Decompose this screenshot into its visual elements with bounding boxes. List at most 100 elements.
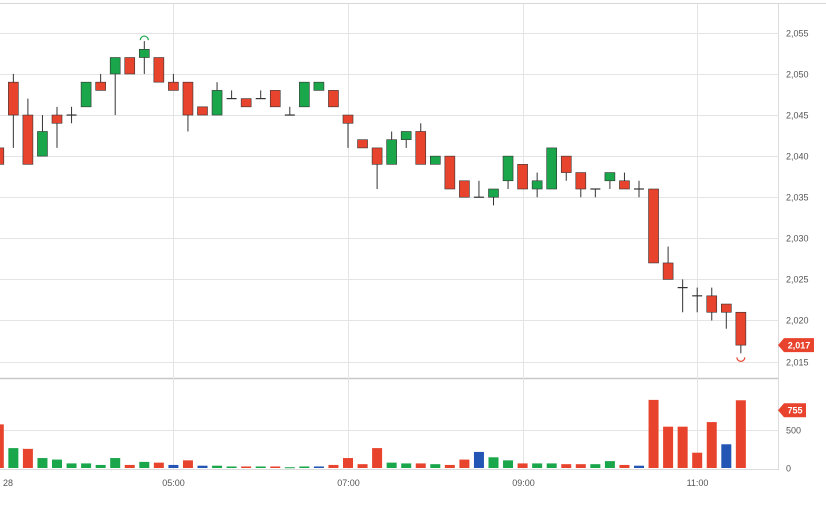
candle-body (517, 164, 528, 190)
volume-bar (473, 451, 484, 468)
candle-body (51, 114, 63, 124)
candle-body (342, 114, 354, 124)
volume-bar (590, 464, 601, 468)
candle-body (619, 180, 630, 190)
volume-bar (735, 400, 746, 468)
candle-body (662, 262, 674, 280)
candle-body (429, 155, 441, 165)
candle-body (0, 147, 5, 165)
volume-bar (575, 464, 586, 468)
volume-bar (255, 466, 266, 468)
candle-body (139, 49, 150, 58)
candle-body (299, 81, 310, 108)
price-tick-label: 2,040 (786, 152, 809, 162)
volume-bar (37, 458, 48, 468)
volume-bar (488, 457, 499, 468)
candle-body (444, 155, 456, 190)
candle-body (735, 311, 747, 346)
candle-body (604, 172, 616, 182)
volume-bar (503, 460, 514, 468)
volume-bar (401, 463, 412, 468)
volume-bar (110, 458, 121, 468)
candle-body (240, 98, 252, 108)
time-tick-label: Jun 28 (0, 478, 13, 488)
candle-body (153, 57, 165, 83)
candle-body (371, 147, 383, 165)
price-tick-label: 2,045 (786, 111, 809, 121)
volume-bar (415, 463, 426, 468)
candle-body (124, 57, 136, 75)
volume-bar (182, 460, 193, 468)
candle-body (706, 295, 718, 313)
axes: 2,015 2,020 2,025 2,030 2,035 2,040 2,045 2,050… (0, 29, 809, 489)
volume-bar (677, 426, 688, 468)
candle-body (182, 81, 194, 116)
candle-body (575, 172, 587, 190)
volume-bar (241, 466, 252, 468)
candle-body (415, 131, 427, 165)
volume-tick-label: 0 (786, 464, 791, 474)
candle-body (400, 131, 412, 140)
candle-body (386, 139, 397, 165)
volume-bar (8, 448, 19, 468)
volume-bar (546, 463, 557, 468)
price-tick-label: 2,050 (786, 70, 809, 80)
volume-bar (619, 464, 630, 468)
candle-body (37, 131, 48, 157)
volume-bar (212, 465, 223, 468)
candle-body (459, 180, 470, 198)
candles (0, 35, 747, 362)
volume-bar (66, 463, 77, 468)
last-price-badge-bg (778, 338, 814, 353)
candle-body (488, 188, 499, 198)
grid (0, 3, 826, 470)
candle-body (168, 81, 179, 91)
volume-bars (0, 399, 746, 469)
volume-bar (52, 459, 62, 468)
volume-bar (343, 458, 353, 468)
candle-body (720, 303, 732, 313)
price-tick-label: 2,025 (786, 275, 809, 285)
session-low-marker (736, 357, 746, 362)
volume-bar (663, 426, 674, 468)
volume-bar (634, 465, 644, 468)
volume-bar (517, 463, 528, 468)
volume-bar (706, 422, 717, 468)
candle-body (328, 90, 339, 108)
volume-bar (270, 466, 281, 468)
volume-bar (139, 461, 150, 468)
volume-bar (372, 448, 383, 468)
volume-bar (386, 462, 397, 468)
candle-body (502, 155, 514, 182)
last-volume-badge-text: 755 (787, 406, 802, 416)
volume-bar (313, 466, 324, 468)
volume-bar (95, 464, 106, 468)
volume-bar (284, 467, 295, 469)
price-tick-label: 2,015 (786, 358, 809, 368)
candle-body (80, 81, 92, 108)
candle-body (95, 81, 106, 91)
volume-bar (721, 444, 732, 468)
candle-body (22, 114, 34, 165)
price-tick-label: 2,020 (786, 316, 809, 326)
time-tick-label: 09:00 (512, 478, 535, 488)
candle-body (269, 90, 281, 108)
volume-bar (444, 464, 455, 468)
volume-bar (459, 459, 470, 468)
volume-bar (197, 465, 208, 468)
volume-bar (328, 464, 339, 468)
candle-body (211, 90, 223, 116)
volume-bar (430, 464, 441, 468)
volume-bar (226, 466, 237, 468)
volume-bar (357, 464, 368, 468)
candle-body (546, 147, 558, 190)
volume-tick-label: 500 (786, 426, 801, 436)
time-tick-label: 07:00 (337, 478, 360, 488)
candle-body (109, 57, 121, 75)
last-volume-badge-bg (778, 403, 806, 418)
volume-bar (22, 448, 33, 468)
candle-body (648, 188, 659, 264)
last-price-badge-text: 2,017 (788, 341, 811, 351)
price-tick-label: 2,055 (786, 29, 809, 39)
